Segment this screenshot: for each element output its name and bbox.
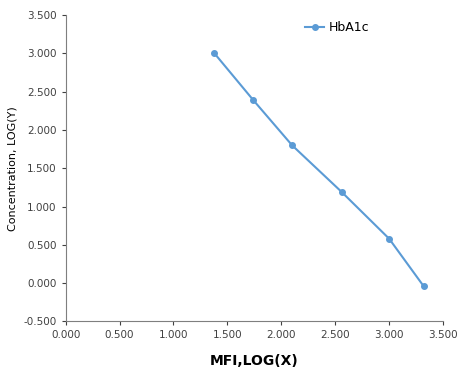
HbA1c: [212, 51, 217, 56]
HbA1c: [289, 143, 295, 148]
Y-axis label: Concentration, LOG(Y): Concentration, LOG(Y): [8, 106, 18, 230]
HbA1c: [421, 284, 426, 289]
X-axis label: MFI,LOG(X): MFI,LOG(X): [210, 354, 299, 368]
HbA1c: [386, 236, 392, 241]
Line: HbA1c: HbA1c: [212, 51, 426, 289]
HbA1c: [250, 98, 256, 102]
HbA1c: [339, 190, 345, 194]
Legend: HbA1c: HbA1c: [305, 21, 370, 34]
